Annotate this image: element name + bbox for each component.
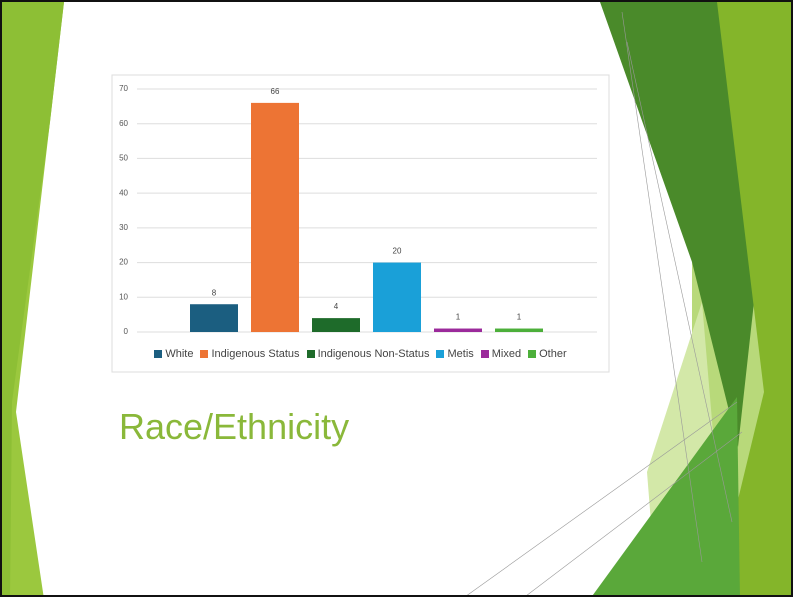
bar [251,102,299,332]
bar [190,304,238,332]
decor [714,2,791,595]
legend-swatch [154,350,163,358]
data-label: 1 [517,313,522,322]
y-tick-label: 50 [119,154,128,163]
bar [373,262,421,332]
decor [592,397,740,595]
y-tick-label: 70 [119,84,128,93]
legend-item: White [154,348,193,360]
decor [600,2,754,447]
legend-label: Metis [447,348,474,360]
legend-swatch [436,350,445,358]
legend-label: Indigenous Non-Status [317,348,430,360]
data-label: 66 [271,87,280,96]
legend-swatch [528,350,537,358]
slide-title: Race/Ethnicity [119,406,350,447]
legend-label: Other [539,348,567,360]
legend: White Indigenous Status Indigenous Non-Sta… [112,348,609,360]
legend-item: Mixed [480,348,522,360]
data-label: 8 [212,288,217,297]
decor-lines [467,11,743,595]
legend-label: Indigenous Status [211,348,300,360]
legend-swatch [200,350,209,358]
bar [312,318,360,332]
legend-item: Other [528,348,567,360]
y-tick-label: 20 [119,258,128,267]
y-tick-label: 60 [119,119,128,128]
legend-item: Metis [436,348,474,360]
legend-label: Mixed [491,348,522,360]
chart-frame [111,74,610,373]
legend-item: Indigenous Non-Status [306,348,430,360]
y-tick-label: 30 [119,223,128,232]
legend-item: Indigenous Status [200,348,300,360]
decor [2,2,64,595]
data-label: 20 [393,247,402,256]
y-tick-label: 0 [124,327,129,336]
legend-swatch [480,350,489,358]
bar [434,328,482,332]
legend-label: White [165,348,194,360]
data-label: 1 [456,313,461,322]
y-tick-label: 40 [119,188,128,197]
y-tick-label: 10 [119,292,128,301]
data-label: 4 [334,302,339,311]
legend-swatch [306,350,315,358]
bar [495,328,543,332]
